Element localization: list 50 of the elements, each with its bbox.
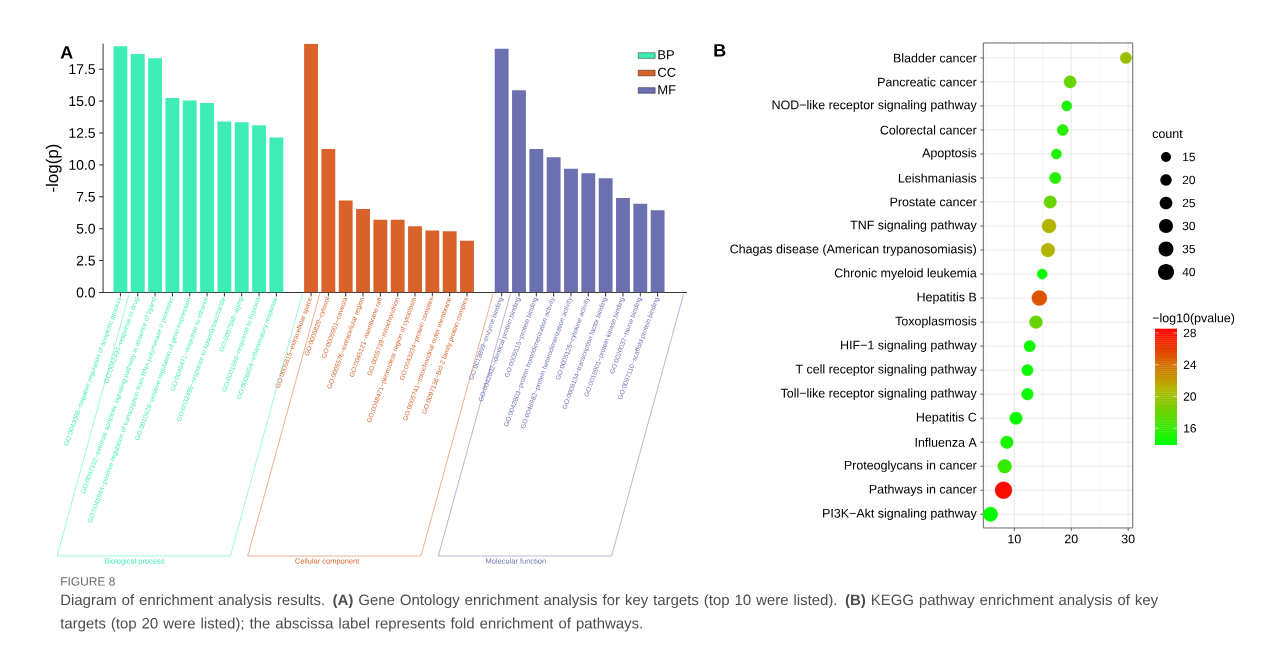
- y-tick-label: 0.0: [76, 287, 96, 298]
- legend-label: CC: [658, 67, 676, 77]
- y-tick-label: Hepatitis C: [916, 412, 977, 424]
- y-tick-label: 7.5: [76, 191, 95, 202]
- y-tick-label: 10.0: [69, 159, 96, 170]
- legend-label: 35: [1182, 244, 1195, 254]
- x-tick-label: 20: [1064, 534, 1078, 544]
- legend-label: 30: [1182, 221, 1196, 231]
- text: A: [60, 46, 73, 59]
- y-tick-label: Bladder cancer: [894, 53, 977, 63]
- y-tick-label: Pathways in cancer: [869, 484, 977, 497]
- x-tick-label: 10: [1008, 534, 1021, 544]
- y-tick-label: Colorectal cancer: [880, 125, 977, 135]
- color-bar-label: 16: [1184, 424, 1196, 433]
- y-tick-label: Leishmaniasis: [898, 173, 977, 183]
- y-tick-label: T cell receptor signaling pathway: [795, 364, 977, 376]
- y-tick-label: 12.5: [69, 128, 95, 138]
- y-tick-label: Toll−like receptor signaling pathway: [780, 388, 977, 400]
- legend-label: MF: [658, 85, 676, 95]
- y-tick-label: 15.0: [69, 96, 96, 107]
- legend-label: 25: [1182, 198, 1195, 208]
- y-tick-label: NOD−like receptor signaling pathway: [772, 100, 977, 112]
- color-bar-label: 24: [1183, 360, 1197, 369]
- y-tick-label: 5.0: [76, 223, 96, 234]
- color-bar-label: 28: [1183, 328, 1196, 338]
- y-tick-label: Toxoplasmosis: [895, 316, 977, 328]
- legend-label: BP: [658, 50, 674, 60]
- y-tick-label: TNF signaling pathway: [850, 220, 977, 232]
- legend-label: 20: [1182, 175, 1196, 185]
- y-tick-label: Chagas disease (American trypanosomiasis): [730, 244, 976, 256]
- text: B: [714, 44, 726, 57]
- y-tick-label: Hepatitis B: [917, 292, 977, 304]
- y-tick-label: Influenza A: [915, 437, 977, 447]
- y-tick-label: Pancreatic cancer: [878, 77, 977, 87]
- y-tick-label: HIF−1 signaling pathway: [841, 340, 977, 352]
- y-tick-label: PI3K−Akt signaling pathway: [823, 508, 977, 521]
- legend-title: count: [1152, 129, 1183, 139]
- y-tick-label: Proteoglycans in cancer: [844, 460, 977, 473]
- y-tick-label: Apoptosis: [922, 148, 977, 160]
- color-bar-title: −log10(pvalue): [1152, 313, 1235, 325]
- y-tick-label: 2.5: [76, 255, 95, 266]
- y-tick-label: Chronic myeloid leukemia: [834, 268, 977, 280]
- x-tick-label: 30: [1121, 534, 1135, 544]
- y-tick-label: Prostate cancer: [890, 197, 977, 207]
- y-axis-title: -log(p): [45, 144, 62, 192]
- legend-label: 40: [1182, 267, 1196, 277]
- text: Diagram of enrichment analysis results. (A) Gene Ontology enrichment analysis for key targets (top 10 were listed). (B) KEGG pathway enrichment analysis of key targets (top 20 were listed); the abscissa label represents fold enrichment of pathways.: [60, 594, 1159, 632]
- caption: FIGURE 8: [61, 577, 115, 586]
- y-tick-label: 17.5: [69, 64, 95, 75]
- legend-label: 15: [1183, 152, 1195, 162]
